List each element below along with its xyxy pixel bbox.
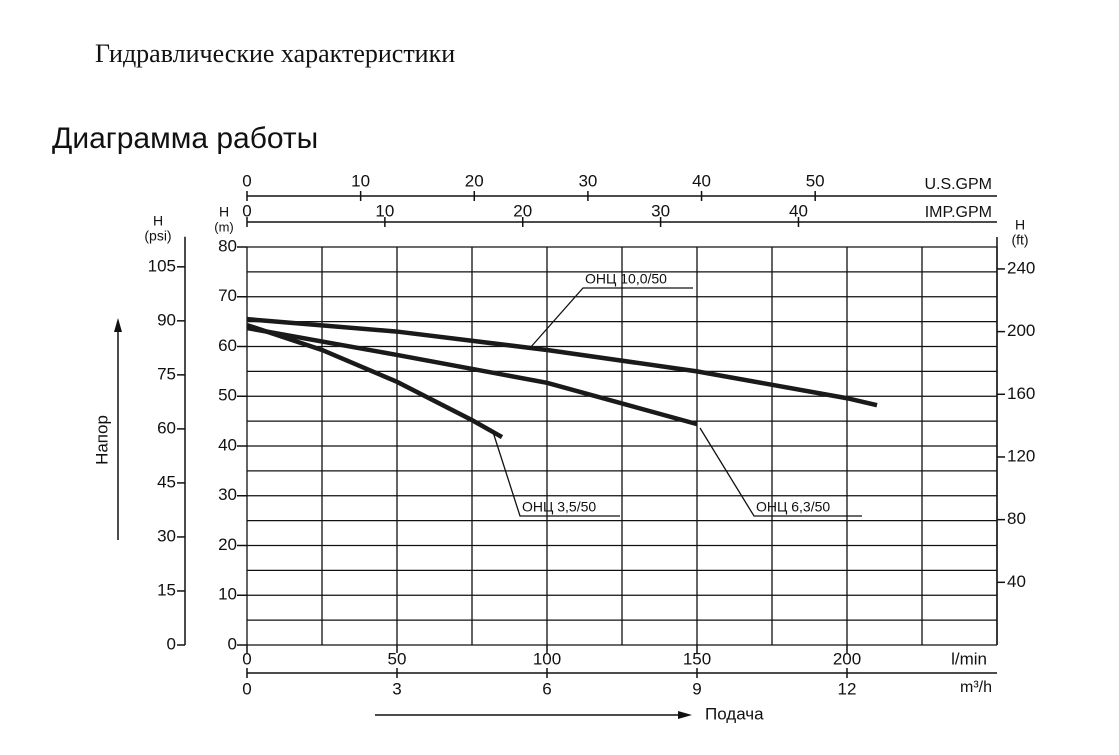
document-title: Гидравлические характеристики [95, 39, 455, 68]
y-tick-label: 70 [218, 286, 237, 305]
y3-unit: H [1015, 217, 1025, 233]
x-tick-label: 50 [388, 649, 407, 668]
curve [246, 322, 504, 440]
y2-unit: (psi) [144, 228, 171, 244]
y-unit: H [219, 204, 229, 220]
y-unit: (m) [214, 219, 234, 234]
y2-tick-label: 105 [148, 256, 176, 275]
curve-label: ОНЦ 10,0/50 [585, 271, 667, 287]
x3-tick-label: 30 [578, 171, 597, 190]
y2-tick-label: 60 [157, 418, 176, 437]
leader [492, 431, 620, 517]
y3-tick-label: 40 [1007, 572, 1026, 591]
x4-unit: IMP.GPM [925, 204, 992, 221]
x2-tick-label: 3 [392, 679, 401, 698]
leader [699, 427, 862, 517]
y3-tick-label: 120 [1007, 446, 1035, 465]
leader [529, 287, 693, 349]
y3-tick-label: 200 [1007, 321, 1035, 340]
x3-tick-label: 50 [806, 171, 825, 190]
x3-tick-label: 40 [692, 171, 711, 190]
y2-tick-label: 30 [157, 526, 176, 545]
y2-unit: H [153, 213, 163, 229]
y-tick-label: 30 [218, 485, 237, 504]
x2-tick-label: 6 [542, 679, 551, 698]
x-tick-label: 100 [533, 649, 561, 668]
arrow-head [678, 711, 692, 719]
x4-tick-label: 10 [375, 201, 394, 220]
y-tick-label: 50 [218, 386, 237, 405]
y3-tick-label: 240 [1007, 258, 1035, 277]
x2-unit: m³/h [960, 679, 992, 696]
x-label: Подача [705, 704, 764, 723]
y-tick-label: 20 [218, 535, 237, 554]
y-tick-label: 40 [218, 435, 237, 454]
x2-tick-label: 0 [242, 679, 251, 698]
x4-tick-label: 30 [651, 201, 670, 220]
y-tick-label: 0 [228, 634, 237, 653]
y-tick-label: 10 [218, 585, 237, 604]
x4-tick-label: 0 [242, 201, 251, 220]
x3-unit: U.S.GPM [924, 176, 992, 193]
y-label: Напор [92, 415, 111, 465]
y2-tick-label: 90 [157, 310, 176, 329]
curve-label: ОНЦ 3,5/50 [522, 499, 596, 515]
y2-tick-label: 0 [167, 634, 176, 653]
y2-tick-label: 75 [157, 364, 176, 383]
x4-tick-label: 20 [513, 201, 532, 220]
chart-title: Диаграмма работы [52, 122, 318, 155]
curve [246, 325, 698, 427]
y-tick-label: 60 [218, 336, 237, 355]
curve [246, 316, 878, 408]
x3-tick-label: 20 [465, 171, 484, 190]
x3-tick-label: 0 [242, 171, 251, 190]
x2-tick-label: 12 [838, 679, 857, 698]
y2-tick-label: 15 [157, 580, 176, 599]
y3-tick-label: 160 [1007, 384, 1035, 403]
x-tick-label: 0 [242, 649, 251, 668]
x2-tick-label: 9 [692, 679, 701, 698]
y3-unit: (ft) [1011, 232, 1028, 248]
x-unit: l/min [951, 649, 987, 668]
x-tick-label: 200 [833, 649, 861, 668]
y2-tick-label: 45 [157, 472, 176, 491]
x-tick-label: 150 [683, 649, 711, 668]
y3-tick-label: 80 [1007, 509, 1026, 528]
curve-label: ОНЦ 6,3/50 [756, 499, 830, 515]
arrow-head [114, 318, 122, 332]
y-tick-label: 80 [218, 236, 237, 255]
x4-tick-label: 40 [789, 201, 808, 220]
x3-tick-label: 10 [351, 171, 370, 190]
